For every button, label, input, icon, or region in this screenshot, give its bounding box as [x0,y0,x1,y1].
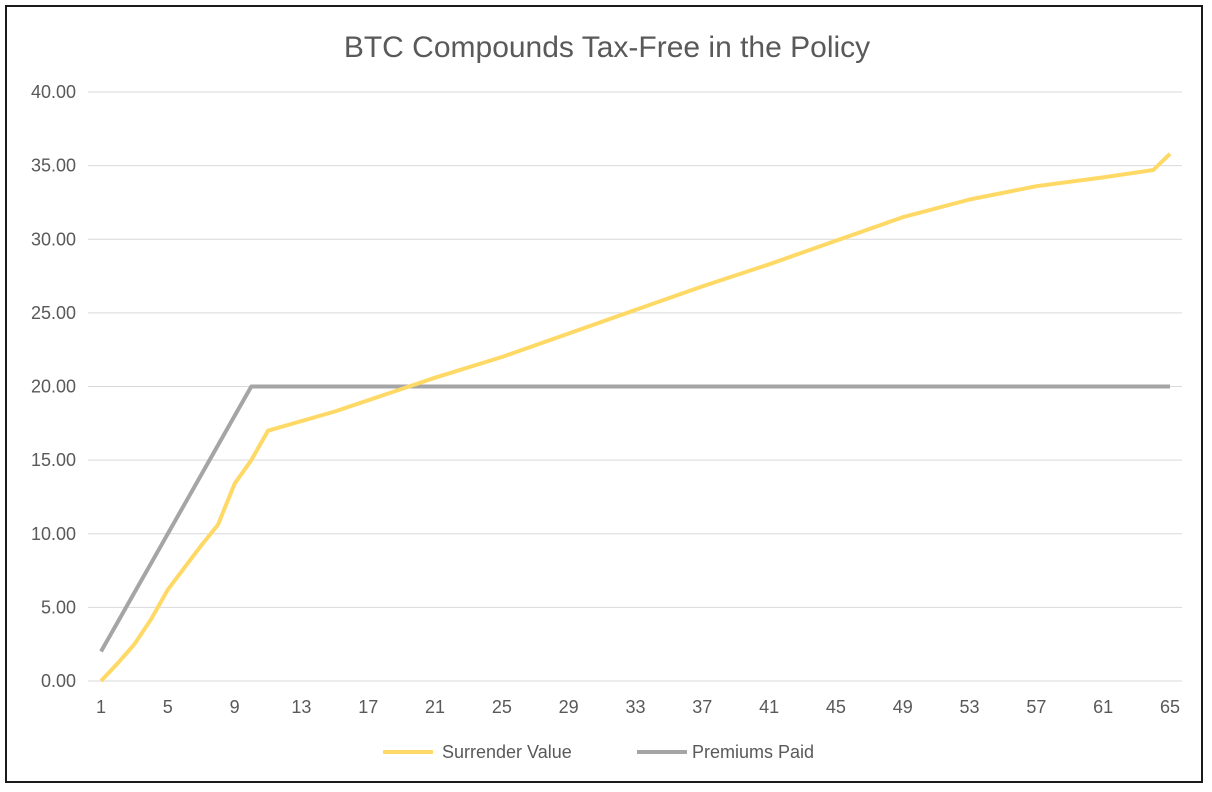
y-tick-label: 0.00 [41,671,76,691]
x-tick-label: 33 [625,697,645,717]
x-tick-label: 5 [163,697,173,717]
x-tick-label: 45 [826,697,846,717]
y-tick-label: 5.00 [41,597,76,617]
y-axis-ticks: 0.00 5.00 10.00 15.00 20.00 25.00 30.00 35.00 40… [31,82,76,691]
series-line-surrender-value [99,152,1172,683]
y-tick-label: 10.00 [31,524,76,544]
legend-label-surrender-value: Surrender Value [442,742,572,762]
x-tick-label: 17 [358,697,378,717]
y-tick-label: 20.00 [31,377,76,397]
chart-title: BTC Compounds Tax-Free in the Policy [344,31,870,64]
x-tick-label: 9 [230,697,240,717]
x-tick-label: 29 [559,697,579,717]
x-tick-label: 49 [893,697,913,717]
x-tick-label: 57 [1026,697,1046,717]
x-tick-label: 61 [1093,697,1113,717]
series-line-premiums-paid [99,384,1170,653]
legend-label-premiums-paid: Premiums Paid [692,742,814,762]
x-tick-label: 21 [425,697,445,717]
x-axis-ticks: 1 5 9 13 17 21 25 29 33 37 41 45 49 53 57 61 65 [96,697,1180,717]
x-tick-label: 65 [1160,697,1180,717]
y-tick-label: 40.00 [31,82,76,102]
y-tick-label: 30.00 [31,229,76,249]
series-layer [99,152,1172,683]
x-tick-label: 1 [96,697,106,717]
x-tick-label: 41 [759,697,779,717]
x-tick-label: 53 [960,697,980,717]
grid-layer [88,91,1182,682]
x-tick-label: 37 [692,697,712,717]
legend: Surrender Value Premiums Paid [383,742,814,762]
y-tick-label: 35.00 [31,156,76,176]
chart-frame [5,5,1203,783]
x-tick-label: 13 [291,697,311,717]
y-tick-label: 25.00 [31,303,76,323]
y-tick-label: 15.00 [31,450,76,470]
x-tick-label: 25 [492,697,512,717]
